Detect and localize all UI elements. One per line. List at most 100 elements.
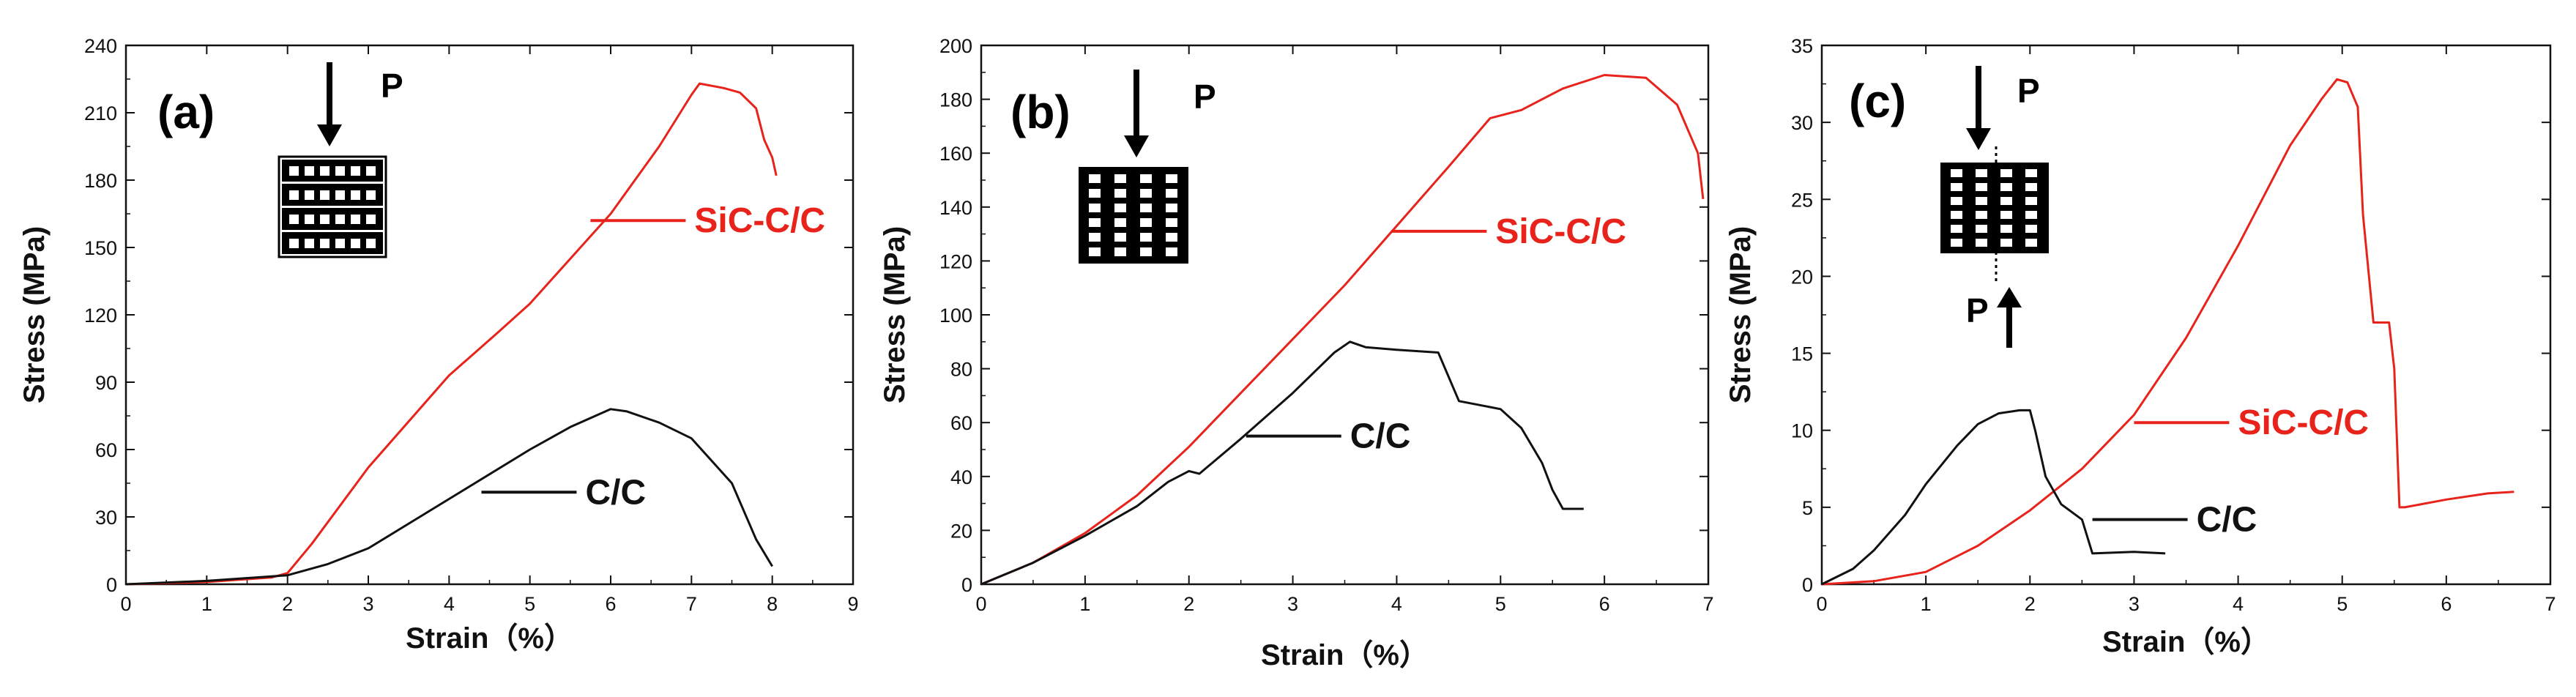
x-tick-label: 2	[1183, 593, 1194, 615]
specimen-cell	[1951, 183, 1962, 191]
specimen-cell	[1976, 169, 1987, 177]
specimen-cell	[1089, 247, 1101, 256]
y-tick-label: 200	[939, 35, 972, 57]
specimen-cell	[1140, 189, 1152, 198]
specimen-cell	[2000, 225, 2012, 233]
plot-frame	[1820, 44, 2552, 586]
specimen-cell	[2000, 211, 2012, 219]
x-tick-label: 0	[975, 593, 986, 615]
y-tick-label: 180	[84, 170, 117, 192]
load-label: P	[381, 67, 403, 105]
x-tick-label: 0	[120, 593, 131, 615]
specimen-cell	[1140, 204, 1152, 212]
specimen-cell	[289, 166, 299, 176]
chart-panel-b: 0 1 2 3 4 5 6 7 0 20 40 60 80 100 120 140 160 180 200 Strai…	[879, 35, 1714, 671]
x-tick-label: 9	[847, 593, 858, 615]
specimen-cell	[366, 239, 376, 248]
load-label: P	[2017, 72, 2040, 110]
specimen-cell	[366, 190, 376, 200]
y-axis-title: Stress (MPa)	[1724, 226, 1757, 403]
legend-label: SiC-C/C	[694, 201, 825, 240]
specimen-cell	[335, 239, 345, 248]
chart-panel-c: 0 1 2 3 4 5 6 7 0 5 10 15 20 25 30 35 Strain（%） Stress (M…	[1724, 35, 2556, 658]
specimen-cell	[305, 215, 314, 224]
y-tick-label: 120	[939, 250, 972, 272]
x-tick-label: 7	[686, 593, 697, 615]
specimen-cell	[1140, 233, 1152, 242]
x-axis-title: Strain（%）	[2102, 626, 2270, 658]
x-tick-label: 1	[201, 593, 212, 615]
legend-label: C/C	[585, 473, 646, 512]
x-tick-label: 8	[767, 593, 778, 615]
x-tick-label: 6	[605, 593, 616, 615]
specimen-cell	[1114, 247, 1126, 256]
x-axis-title: Strain（%）	[1261, 639, 1429, 671]
plot-frame	[980, 44, 1710, 586]
specimen-cell	[305, 190, 314, 200]
series-line-sic-c-c	[1821, 78, 2514, 586]
x-tick-label: 2	[2025, 593, 2036, 615]
specimen-cell	[1951, 211, 1962, 219]
specimen-cell	[1114, 218, 1126, 227]
specimen-cell	[1114, 189, 1126, 198]
specimen-cell	[351, 239, 360, 248]
y-tick-label: 25	[1791, 189, 1813, 211]
y-tick-label: 120	[84, 305, 117, 327]
specimen-cell	[366, 215, 376, 224]
x-tick-label: 5	[524, 593, 535, 615]
x-tick-label: 7	[1702, 593, 1713, 615]
specimen-cell	[289, 239, 299, 248]
specimen-cell	[1976, 225, 1987, 233]
specimen-schematic-icon	[278, 155, 387, 258]
specimen-cell	[289, 190, 299, 200]
x-tick-label: 3	[2129, 593, 2140, 615]
specimen-cell	[1140, 174, 1152, 183]
specimen-cell	[1114, 233, 1126, 242]
y-tick-label: 0	[106, 574, 117, 596]
panel-label: (c)	[1849, 75, 1906, 127]
specimen-cell	[2025, 183, 2037, 191]
legend-label: SiC-C/C	[2238, 403, 2369, 442]
x-tick-label: 5	[2337, 593, 2348, 615]
x-tick-label: 2	[282, 593, 293, 615]
y-tick-label: 0	[961, 574, 972, 596]
y-tick-label: 30	[1791, 112, 1813, 134]
y-tick-label: 20	[950, 520, 972, 542]
load-arrow-up-icon	[1997, 287, 2022, 308]
specimen-cell	[2000, 197, 2012, 205]
y-tick-label: 15	[1791, 343, 1813, 365]
chart-panel-a: 0 1 2 3 4 5 6 7 8 90306090120150180210240Strain（%…	[18, 35, 859, 655]
y-tick-label: 20	[1791, 266, 1813, 288]
y-tick-label: 150	[84, 237, 117, 259]
series-line-c-c	[1821, 409, 2166, 586]
specimen-cell	[1114, 204, 1126, 212]
specimen-cell	[1976, 239, 1987, 247]
x-tick-label: 6	[2441, 593, 2452, 615]
specimen-cell	[1976, 197, 1987, 205]
series-line-c-c	[980, 340, 1584, 586]
x-tick-label: 7	[2545, 593, 2555, 615]
y-tick-label: 180	[939, 89, 972, 111]
specimen-cell	[2025, 225, 2037, 233]
specimen-cell	[1166, 233, 1177, 242]
specimen-cell	[1951, 239, 1962, 247]
specimen-cell	[2025, 197, 2037, 205]
y-tick-label: 40	[950, 466, 972, 488]
specimen-cell	[1166, 218, 1177, 227]
panel-label: (b)	[1010, 86, 1071, 138]
specimen-cell	[1976, 211, 1987, 219]
specimen-cell	[289, 215, 299, 224]
load-arrow-down-icon	[317, 124, 342, 146]
y-tick-label: 30	[95, 507, 117, 529]
specimen-cell	[320, 215, 330, 224]
y-tick-label: 10	[1791, 420, 1813, 442]
specimen-cell	[335, 166, 345, 176]
specimen-cell	[1166, 174, 1177, 183]
x-tick-label: 1	[1079, 593, 1090, 615]
y-tick-label: 210	[84, 102, 117, 124]
y-tick-label: 240	[84, 35, 117, 57]
series-line-sic-c-c	[980, 74, 1705, 586]
legend-label: C/C	[1350, 417, 1411, 456]
x-axis-title: Strain（%）	[406, 622, 573, 655]
